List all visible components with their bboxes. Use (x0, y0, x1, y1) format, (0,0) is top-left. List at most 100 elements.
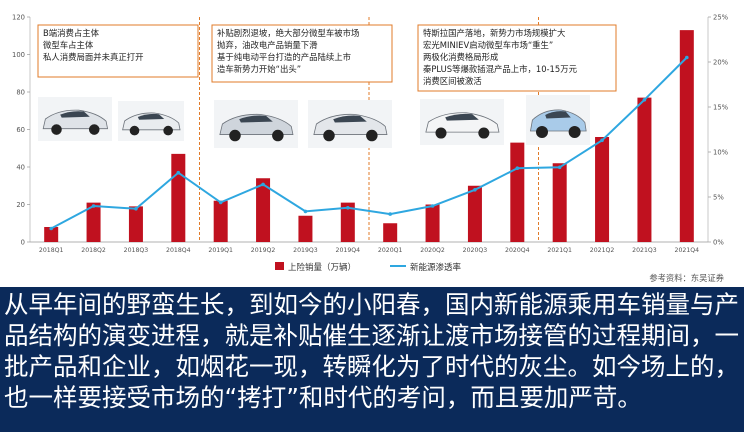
bar-2019Q3 (298, 215, 313, 242)
bar-2021Q2 (595, 137, 610, 242)
car-image-1-wheel-rear (88, 124, 100, 135)
car-image-6 (530, 109, 587, 132)
car-image-4-wheel-front (323, 129, 335, 142)
annotation-line: 微型车占主体 (43, 40, 94, 50)
annotation-line: 私人消费局面并未真正打开 (43, 52, 144, 62)
legend-label-sales: 上险销量（万辆） (288, 262, 356, 273)
car-image-1 (42, 109, 109, 130)
right-tick-label: 10% (713, 148, 729, 156)
rate-point-2020Q2 (430, 204, 435, 208)
rate-point-2019Q2 (261, 182, 265, 187)
annotation-line: 特斯拉国产落地，新势力市场规模扩大 (423, 28, 566, 38)
right-tick-label: 5% (713, 193, 724, 201)
left-tick-label: 120 (12, 13, 25, 21)
x-tick-label: 2019Q1 (208, 247, 233, 254)
rate-point-2020Q4 (515, 166, 520, 170)
car-image-2-window (137, 113, 165, 120)
annotation-line: 消费区间被激活 (423, 76, 482, 86)
rate-point-2019Q3 (303, 209, 308, 214)
car-image-4-window (333, 115, 367, 123)
bar-2019Q4 (340, 202, 355, 242)
x-tick-label: 2018Q4 (166, 247, 191, 254)
rate-point-2018Q3 (134, 206, 138, 211)
bar-2018Q3 (128, 206, 143, 242)
rate-point-2021Q4 (685, 55, 689, 60)
left-tick-label: 60 (16, 126, 25, 134)
bar-2021Q1 (552, 163, 567, 242)
x-tick-label: 2020Q3 (463, 247, 488, 254)
rate-point-2020Q1 (388, 212, 392, 216)
car-image-5-wheel-front (435, 127, 447, 139)
rate-point-2020Q3 (473, 188, 477, 192)
rate-point-2021Q3 (642, 98, 647, 102)
annotation-box (211, 24, 393, 83)
chart-panel: 0 20 40 60 80 100 120 0% 5% 10% 15% 20% 25% 2018Q1 201… (0, 0, 744, 287)
x-tick-label: 2021Q2 (590, 247, 615, 254)
car-image-5 (425, 112, 500, 133)
bar-2019Q1 (213, 200, 228, 242)
annotation-line: 补贴剧烈退坡，绝大部分微型车被市场 (217, 28, 359, 38)
rate-point-2018Q4 (176, 170, 181, 175)
x-tick-label: 2019Q2 (251, 247, 276, 254)
bar-2018Q1 (44, 227, 59, 242)
bar-2018Q4 (171, 153, 186, 242)
left-tick-label: 100 (12, 51, 25, 59)
car-image-1-window (60, 111, 90, 118)
x-tick-label: 2020Q2 (420, 247, 445, 254)
left-tick-label: 40 (16, 163, 25, 171)
x-tick-label: 2020Q1 (378, 247, 403, 254)
rate-point-2019Q1 (218, 200, 223, 205)
bar-2020Q1 (383, 223, 398, 242)
x-tick-label: 2018Q1 (39, 247, 64, 254)
left-tick-label: 20 (16, 201, 25, 209)
car-image-3-window (239, 115, 273, 123)
annotation-line: 基于纯电动平台打造的产品陆续上市 (217, 52, 351, 62)
x-tick-label: 2021Q4 (675, 247, 700, 254)
x-tick-label: 2018Q3 (124, 247, 149, 254)
car-image-5-wheel-rear (478, 127, 490, 139)
right-tick-label: 20% (713, 58, 729, 66)
combo-chart: 0 20 40 60 80 100 120 0% 5% 10% 15% 20% 25% 2018Q1 201… (12, 13, 729, 283)
rate-point-2019Q4 (346, 206, 350, 210)
car-image-5-window (445, 113, 479, 121)
car-image-6-wheel-front (536, 126, 548, 138)
bar-2018Q2 (86, 202, 101, 242)
bar-2020Q4 (510, 142, 525, 242)
car-image-2-wheel-front (129, 125, 140, 136)
car-image-6-window (545, 111, 571, 119)
bar-2020Q3 (467, 185, 482, 242)
right-tick-label: 25% (713, 13, 729, 21)
bar-2021Q4 (679, 30, 694, 242)
annotation-line: B端消费占主体 (43, 28, 100, 38)
annotation-line: 宏光MINIEV启动微型车市场“重生” (423, 40, 553, 50)
legend-label-rate: 新能源渗透率 (410, 262, 462, 273)
annotation-line: 两极化消费格局形成 (423, 52, 499, 62)
x-tick-label: 2021Q3 (632, 247, 657, 254)
car-image-2-wheel-rear (163, 125, 173, 136)
bar-2019Q2 (256, 178, 271, 242)
right-tick-label: 0% (713, 238, 724, 246)
car-image-3-wheel-rear (272, 129, 284, 142)
car-image-4-wheel-rear (366, 129, 378, 142)
legend-swatch-sales (275, 262, 284, 270)
x-tick-label: 2019Q4 (336, 247, 361, 254)
rate-point-2018Q2 (91, 204, 96, 208)
rate-point-2018Q1 (49, 226, 53, 231)
x-tick-label: 2021Q1 (547, 247, 572, 254)
left-tick-label: 80 (16, 88, 25, 96)
x-tick-label: 2018Q2 (81, 247, 106, 254)
penetration-rate-line (50, 56, 688, 230)
x-tick-label: 2019Q3 (293, 247, 318, 254)
car-image-1-wheel-front (51, 124, 62, 135)
bar-2021Q3 (637, 97, 652, 242)
car-image-3-wheel-front (229, 129, 241, 142)
annotation-box (417, 24, 617, 92)
caption-text: 从早年间的野蛮生长，到如今的小阳春，国内新能源乘用车销量与产品结构的演变进程，就… (4, 290, 739, 412)
annotation-box (37, 24, 199, 78)
car-image-2 (122, 112, 181, 131)
car-image-3 (219, 113, 294, 135)
car-image-6-wheel-rear (568, 126, 581, 138)
right-tick-label: 15% (713, 103, 729, 111)
bar-2020Q2 (425, 204, 440, 242)
annotation-line: 秦PLUS等爆款插混产品上市，10-15万元 (423, 64, 578, 74)
